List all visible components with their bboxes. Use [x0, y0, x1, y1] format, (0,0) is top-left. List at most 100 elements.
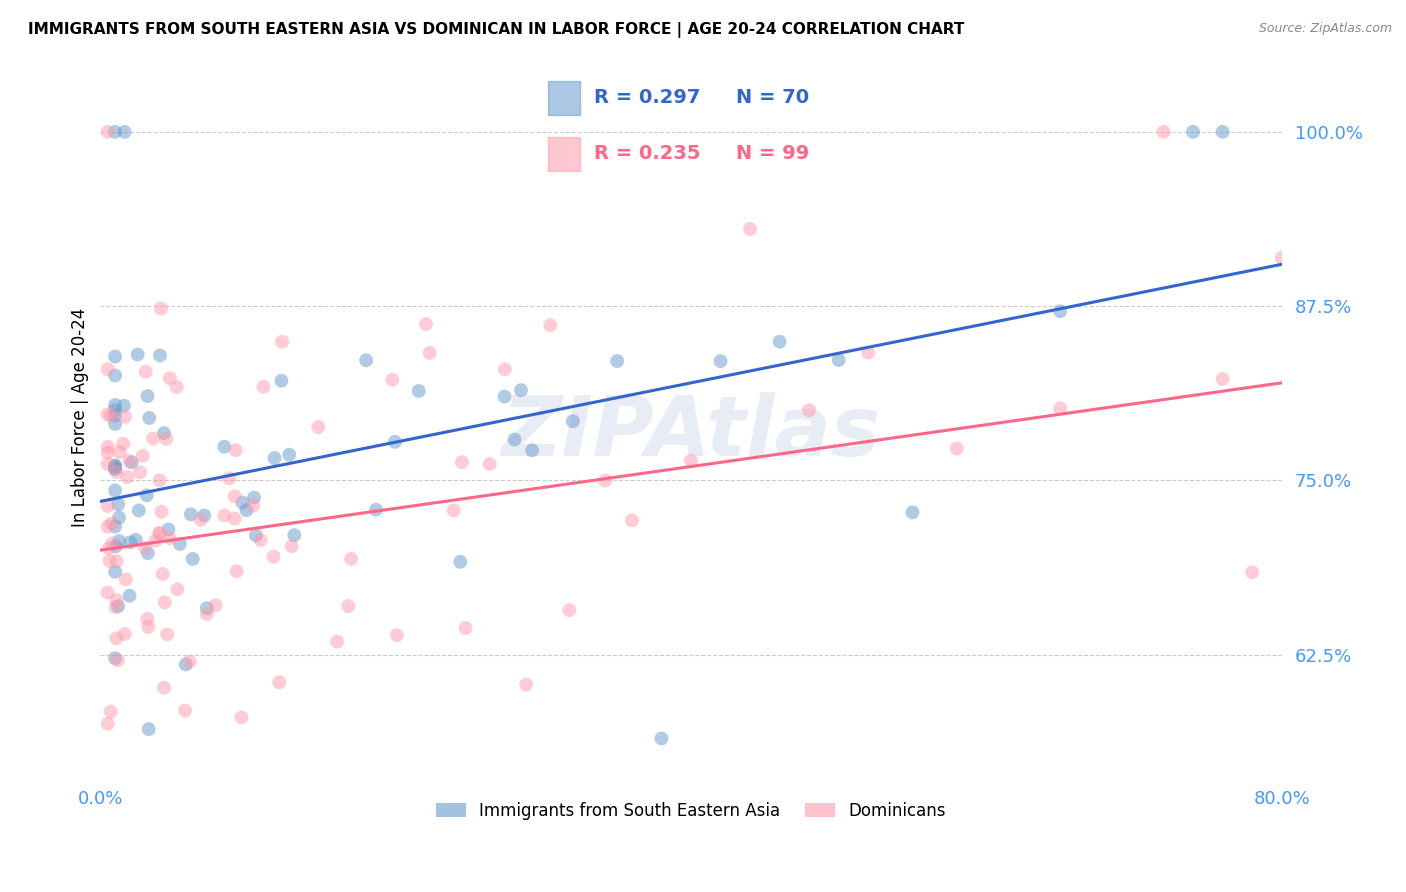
Point — [107, 497, 129, 511]
Point — [107, 653, 129, 667]
Text: ZIPAtlas: ZIPAtlas — [502, 392, 880, 473]
Point — [138, 722, 160, 736]
Point — [738, 222, 761, 236]
Point — [354, 353, 377, 368]
Point — [112, 399, 135, 413]
Point — [224, 489, 246, 503]
Point — [245, 528, 267, 542]
Point — [108, 445, 131, 459]
Point — [98, 554, 121, 568]
Point — [157, 523, 180, 537]
Point — [145, 533, 167, 548]
Point — [104, 398, 127, 412]
Point — [117, 470, 139, 484]
Point — [136, 546, 159, 560]
Point — [136, 389, 159, 403]
Point — [159, 371, 181, 385]
Point — [97, 440, 120, 454]
Point — [214, 508, 236, 523]
Point — [364, 502, 387, 516]
Point — [768, 334, 790, 349]
Point — [104, 483, 127, 498]
Point — [538, 318, 561, 333]
Point — [104, 368, 127, 383]
Point — [1212, 372, 1234, 386]
Point — [104, 458, 127, 473]
Point — [195, 607, 218, 621]
Point — [181, 552, 204, 566]
Point — [120, 535, 142, 549]
Point — [105, 632, 128, 646]
Point — [134, 541, 156, 555]
Point — [104, 519, 127, 533]
Point — [169, 537, 191, 551]
Point — [104, 462, 127, 476]
Point — [340, 552, 363, 566]
Point — [263, 549, 285, 564]
Point — [129, 465, 152, 479]
Point — [97, 499, 120, 513]
Point — [561, 414, 583, 428]
Point — [946, 442, 969, 456]
Point — [100, 516, 122, 531]
Point — [606, 354, 628, 368]
Point — [104, 599, 127, 614]
Point — [153, 426, 176, 441]
Point — [104, 417, 127, 431]
Point — [114, 572, 136, 586]
Point — [558, 603, 581, 617]
Point — [709, 354, 731, 368]
Point — [270, 374, 292, 388]
Point — [128, 503, 150, 517]
Point — [136, 612, 159, 626]
Point — [142, 432, 165, 446]
Point — [408, 384, 430, 398]
Point — [650, 731, 672, 746]
Point — [283, 528, 305, 542]
Point — [858, 345, 880, 359]
Point — [104, 125, 127, 139]
Point — [100, 409, 122, 423]
Point — [620, 513, 643, 527]
Point — [127, 347, 149, 361]
Point — [108, 510, 131, 524]
Point — [193, 508, 215, 523]
Point — [1182, 125, 1205, 139]
Point — [97, 519, 120, 533]
Point — [243, 491, 266, 505]
Point — [454, 621, 477, 635]
Point — [152, 566, 174, 581]
Point — [155, 432, 177, 446]
Point — [478, 457, 501, 471]
Point — [159, 531, 181, 545]
Point — [104, 565, 127, 579]
Point — [271, 334, 294, 349]
Point — [118, 589, 141, 603]
Point — [100, 705, 122, 719]
Point — [231, 710, 253, 724]
Point — [174, 704, 197, 718]
Point — [510, 383, 533, 397]
Point — [166, 582, 188, 597]
Point — [135, 365, 157, 379]
Point — [104, 461, 127, 475]
Point — [263, 451, 285, 466]
Point — [150, 505, 173, 519]
Point — [337, 599, 360, 613]
Point — [105, 554, 128, 568]
Point — [278, 448, 301, 462]
Point — [503, 433, 526, 447]
Point — [1049, 304, 1071, 318]
Point — [180, 508, 202, 522]
Point — [515, 677, 537, 691]
Point — [104, 651, 127, 665]
Point — [114, 409, 136, 424]
Legend: Immigrants from South Eastern Asia, Dominicans: Immigrants from South Eastern Asia, Domi… — [429, 795, 953, 826]
Point — [138, 411, 160, 425]
Point — [218, 471, 240, 485]
Point — [104, 409, 127, 423]
Point — [104, 458, 127, 473]
Point — [225, 565, 247, 579]
Point — [901, 505, 924, 519]
Text: Source: ZipAtlas.com: Source: ZipAtlas.com — [1258, 22, 1392, 36]
